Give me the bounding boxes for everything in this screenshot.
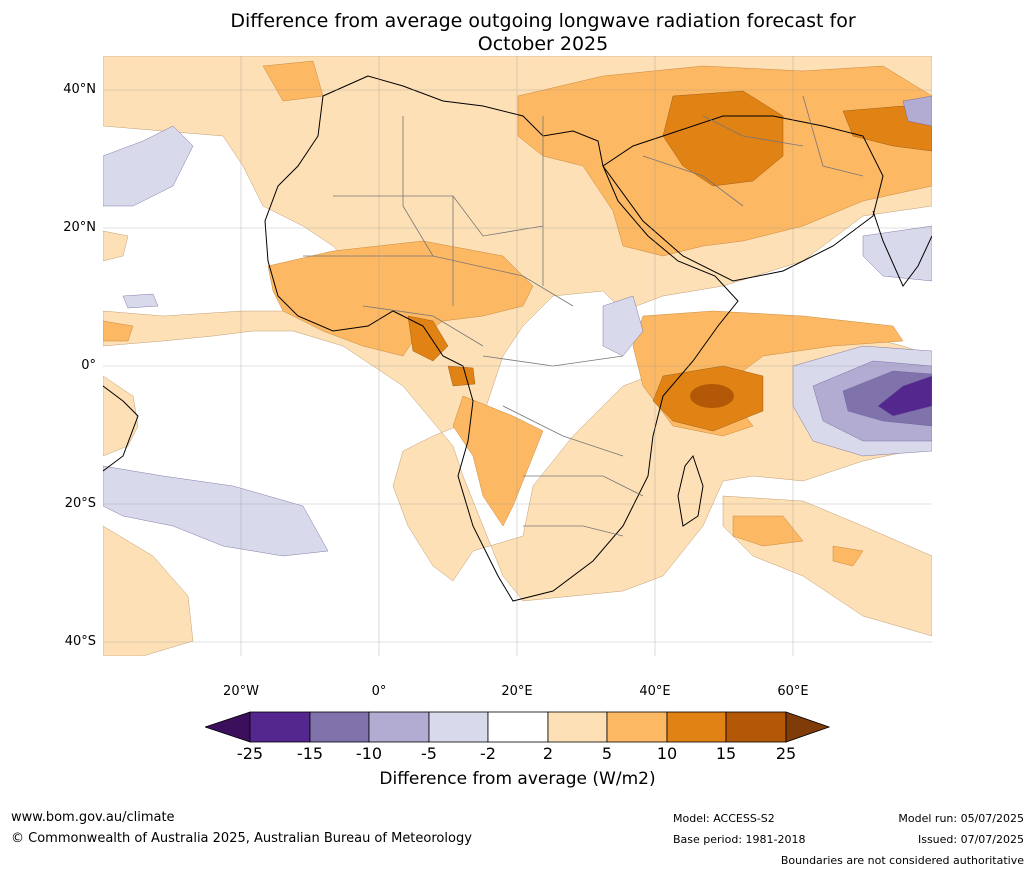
- colorbar-bin-3: [368, 711, 430, 743]
- colorbar-bin-1: [249, 711, 311, 743]
- colorbar-tick: 5: [601, 744, 613, 763]
- issued-text: Issued: 07/07/2025: [917, 833, 1024, 846]
- colorbar-tick: -2: [480, 744, 496, 763]
- model-text: Model: ACCESS-S2: [673, 812, 775, 825]
- model-run-text: Model run: 05/07/2025: [898, 812, 1024, 825]
- colorbar: [203, 711, 831, 743]
- colorbar-bin-9: [725, 711, 787, 743]
- lon-label-20w: 20°W: [223, 684, 259, 699]
- colorbar-tick: -10: [355, 744, 383, 763]
- colorbar-extend-high: [785, 711, 831, 743]
- colorbar-bin-7: [606, 711, 668, 743]
- colorbar-bin-5: [487, 711, 549, 743]
- map-svg: [102, 55, 933, 657]
- colorbar-tick: 15: [715, 744, 737, 763]
- lon-label-20e: 20°E: [501, 684, 533, 699]
- colorbar-bin-8: [666, 711, 727, 743]
- colorbar-bin-6: [547, 711, 608, 743]
- disclaimer-text: Boundaries are not considered authoritat…: [780, 854, 1024, 867]
- colorbar-bin-2: [309, 711, 370, 743]
- website-link[interactable]: www.bom.gov.au/climate: [11, 810, 175, 825]
- lat-label-40n: 40°N: [63, 82, 96, 97]
- lon-label-0: 0°: [371, 684, 387, 699]
- lon-label-60e: 60°E: [777, 684, 809, 699]
- map-title: Difference from average outgoing longwav…: [103, 10, 983, 56]
- coastlines: [102, 75, 933, 602]
- colorbar-svg: [203, 711, 831, 743]
- copyright-text: © Commonwealth of Australia 2025, Austra…: [11, 831, 472, 846]
- colorbar-tick-labels: -25 -15 -10 -5 -2 2 5 10 15 25: [0, 744, 1035, 764]
- title-line-1: Difference from average outgoing longwav…: [230, 10, 856, 32]
- lat-label-40s: 40°S: [64, 634, 96, 649]
- anomaly-map: [102, 55, 933, 657]
- lon-label-40e: 40°E: [639, 684, 671, 699]
- lat-label-20s: 20°S: [64, 496, 96, 511]
- anomaly-negative-regions: [102, 95, 933, 557]
- graticule: [103, 56, 932, 656]
- colorbar-title: Difference from average (W/m2): [379, 769, 656, 789]
- anomaly-15-25-regions: [690, 384, 734, 408]
- colorbar-extend-low: [203, 711, 251, 743]
- lat-label-0: 0°: [81, 358, 96, 373]
- colorbar-tick: -15: [296, 744, 324, 763]
- colorbar-tick: 25: [775, 744, 797, 763]
- colorbar-tick: 2: [542, 744, 554, 763]
- title-line-2: October 2025: [477, 33, 609, 55]
- colorbar-tick: -25: [236, 744, 264, 763]
- base-period-text: Base period: 1981-2018: [673, 833, 806, 846]
- colorbar-tick: -5: [421, 744, 437, 763]
- lat-label-20n: 20°N: [63, 220, 96, 235]
- colorbar-tick: 10: [656, 744, 678, 763]
- colorbar-bin-4: [428, 711, 489, 743]
